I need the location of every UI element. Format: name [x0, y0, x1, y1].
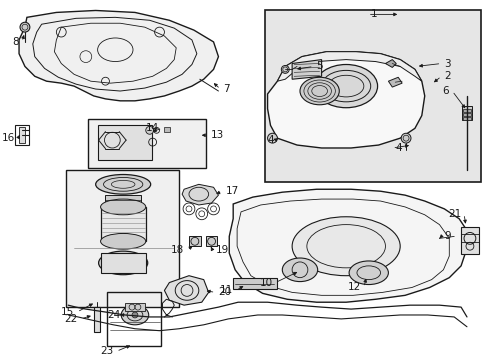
Ellipse shape [101, 199, 145, 215]
Bar [264, 10, 480, 183]
Bar [15, 125, 29, 145]
Text: 18: 18 [170, 245, 183, 255]
Text: 7: 7 [223, 84, 229, 94]
Polygon shape [229, 189, 466, 302]
Polygon shape [277, 52, 421, 81]
Bar [233, 278, 277, 289]
Text: 1: 1 [370, 9, 377, 19]
Text: 13: 13 [210, 130, 224, 140]
Bar [19, 127, 25, 143]
Text: 6: 6 [442, 86, 448, 96]
Text: 17: 17 [225, 186, 238, 196]
Ellipse shape [282, 258, 317, 282]
Text: 12: 12 [347, 283, 360, 292]
Text: 24: 24 [107, 310, 120, 320]
Polygon shape [182, 184, 218, 205]
Ellipse shape [121, 305, 148, 325]
Bar [105, 195, 141, 205]
Text: 19: 19 [215, 245, 228, 255]
Text: 14: 14 [146, 123, 159, 133]
Bar [205, 237, 217, 246]
Ellipse shape [96, 175, 150, 194]
Ellipse shape [99, 251, 147, 275]
Text: 15: 15 [61, 307, 74, 317]
Bar [94, 307, 100, 332]
Bar [461, 106, 471, 121]
Ellipse shape [348, 261, 387, 284]
Bar [98, 125, 151, 160]
Bar [462, 113, 470, 116]
Polygon shape [267, 52, 424, 148]
Polygon shape [19, 10, 218, 101]
Ellipse shape [291, 217, 399, 276]
Bar [125, 303, 144, 311]
Text: 2: 2 [444, 71, 450, 81]
Text: 11: 11 [220, 285, 233, 296]
Ellipse shape [299, 77, 339, 105]
Text: 4: 4 [394, 143, 401, 153]
Text: 3: 3 [444, 59, 450, 68]
Bar [164, 127, 170, 132]
Ellipse shape [101, 233, 145, 249]
Bar [66, 170, 179, 307]
Circle shape [20, 22, 30, 32]
Bar [88, 118, 205, 168]
Bar [107, 292, 161, 346]
Bar [462, 117, 470, 120]
Text: 21: 21 [447, 209, 460, 219]
Text: 23: 23 [100, 346, 113, 356]
Circle shape [132, 312, 138, 318]
Text: 10: 10 [259, 278, 272, 288]
Polygon shape [385, 60, 395, 67]
Text: 8: 8 [12, 37, 19, 47]
Text: 22: 22 [64, 314, 78, 324]
Circle shape [281, 66, 288, 73]
Polygon shape [387, 77, 401, 87]
Polygon shape [291, 60, 321, 79]
Text: 4: 4 [267, 135, 274, 145]
Circle shape [400, 133, 410, 143]
Text: 5: 5 [316, 62, 323, 71]
Text: 16: 16 [2, 133, 15, 143]
Ellipse shape [314, 64, 377, 108]
Polygon shape [164, 276, 208, 305]
Bar [188, 237, 201, 246]
Bar [460, 226, 478, 254]
Circle shape [145, 126, 153, 134]
Circle shape [267, 133, 277, 143]
Bar [462, 109, 470, 112]
Bar [101, 253, 145, 273]
Text: 9: 9 [444, 231, 450, 242]
Text: 20: 20 [218, 287, 231, 297]
Bar [101, 207, 145, 241]
